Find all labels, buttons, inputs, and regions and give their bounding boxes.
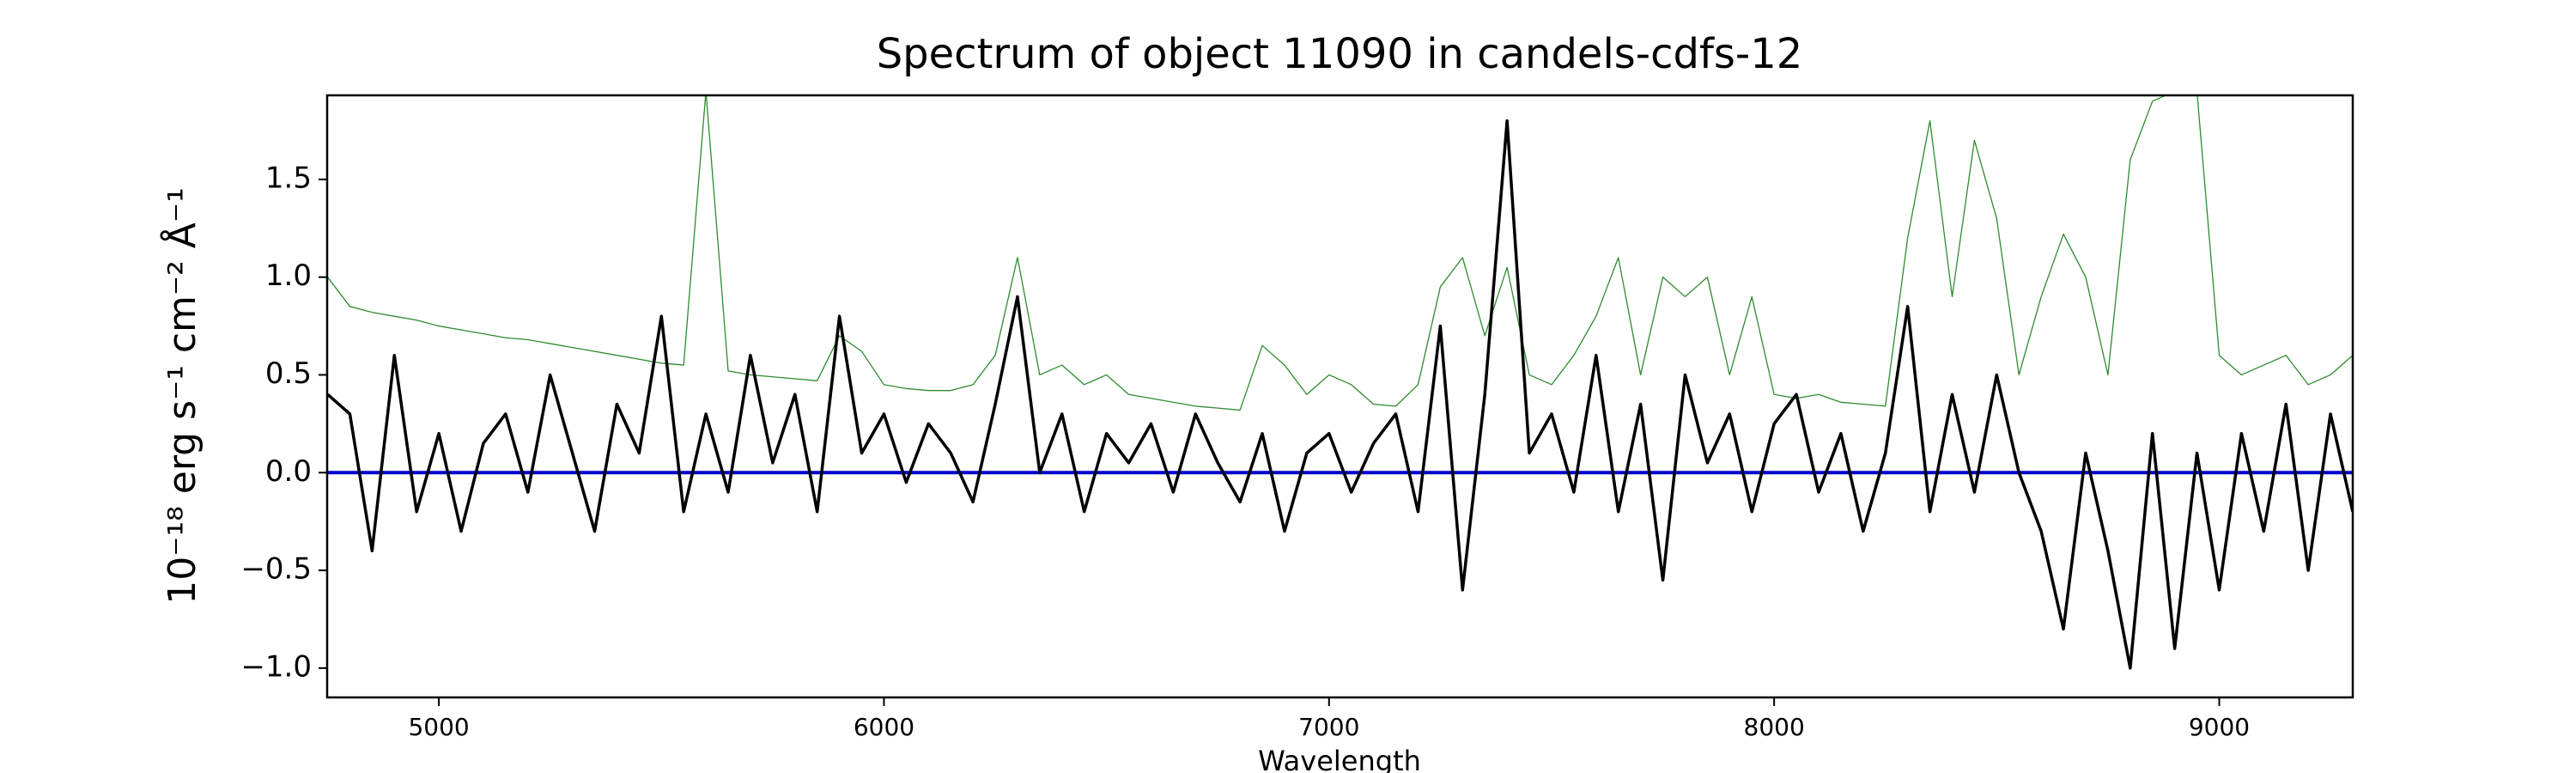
x-tick-label: 6000 xyxy=(854,713,914,741)
chart-title: Spectrum of object 11090 in candels-cdfs… xyxy=(877,30,1803,78)
axes-frame xyxy=(325,94,2354,699)
spectrum-line xyxy=(327,119,2353,670)
y-tick-label: −0.5 xyxy=(240,552,312,587)
y-tick-label: 1.5 xyxy=(265,161,312,195)
y-tick-label: 0.5 xyxy=(265,356,312,391)
x-tick-label: 5000 xyxy=(408,713,469,741)
spectrum-line xyxy=(327,95,2353,411)
y-tick-label: −1.0 xyxy=(240,649,312,684)
x-tick-label: 8000 xyxy=(1744,713,1805,741)
y-tick-label: 0.0 xyxy=(265,454,312,489)
plot-area xyxy=(327,95,2353,670)
x-tick-label: 7000 xyxy=(1298,713,1359,741)
x-tick-label: 9000 xyxy=(2189,713,2250,741)
y-tick-label: 1.0 xyxy=(265,259,312,293)
y-axis-label: 10⁻¹⁸ erg s⁻¹ cm⁻² Å⁻¹ xyxy=(159,187,204,604)
x-axis-label: Wavelength xyxy=(1258,745,1421,773)
